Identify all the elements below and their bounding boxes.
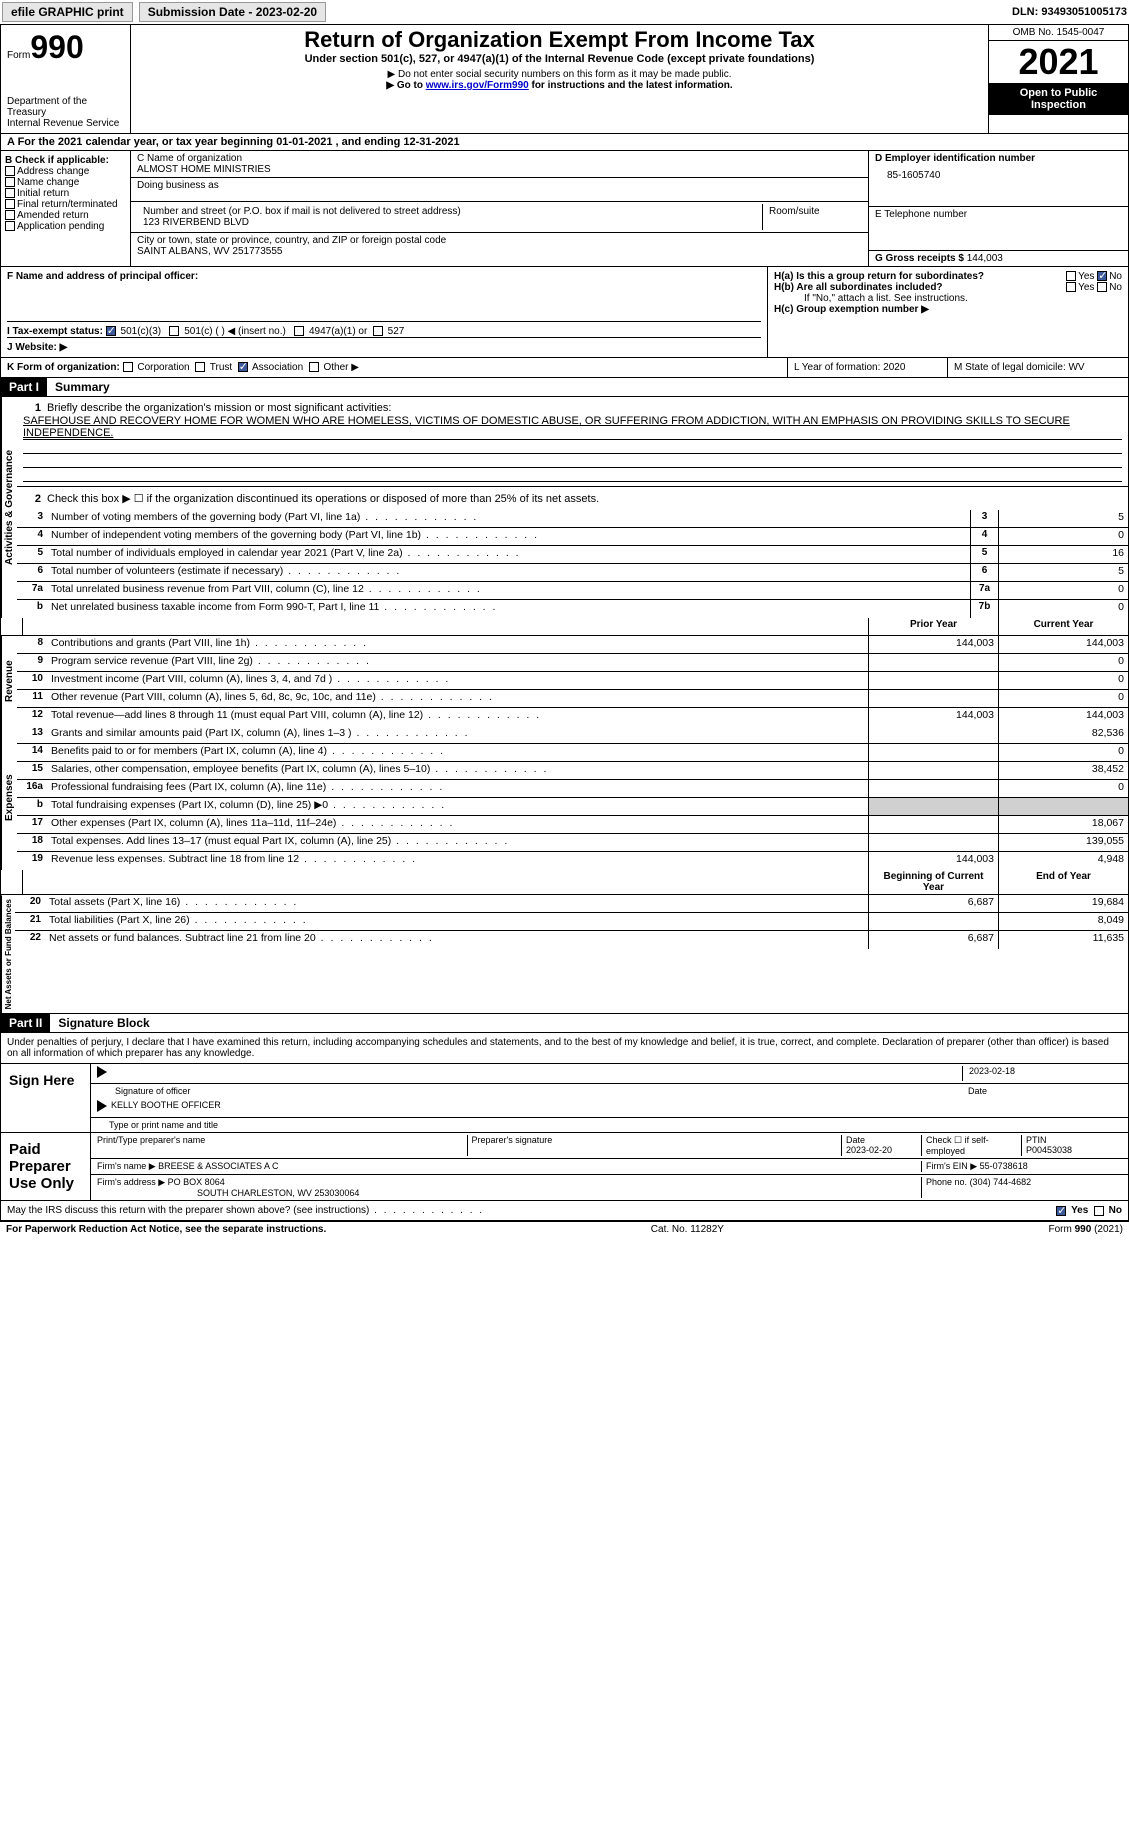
amended-return-checkbox[interactable] [5, 210, 15, 220]
expenses-tab: Expenses [1, 726, 17, 870]
summary-line: 17Other expenses (Part IX, column (A), l… [17, 816, 1128, 834]
hb-no-checkbox[interactable] [1097, 282, 1107, 292]
arrow-icon [97, 1066, 107, 1078]
summary-line: 16aProfessional fundraising fees (Part I… [17, 780, 1128, 798]
hb-yes-checkbox[interactable] [1066, 282, 1076, 292]
form-number: 990 [30, 29, 83, 65]
mission-text: SAFEHOUSE AND RECOVERY HOME FOR WOMEN WH… [23, 415, 1122, 440]
summary-line: 10Investment income (Part VIII, column (… [17, 672, 1128, 690]
assoc-checkbox[interactable] [238, 362, 248, 372]
city-state-zip: SAINT ALBANS, WV 251773555 [137, 246, 862, 257]
section-b-checkboxes: B Check if applicable: Address change Na… [1, 151, 131, 266]
part2-header: Part II Signature Block [0, 1014, 1129, 1033]
summary-line: 15Salaries, other compensation, employee… [17, 762, 1128, 780]
part1-grid: Activities & Governance 1Briefly describ… [0, 397, 1129, 1014]
sign-here-block: Sign Here 2023-02-18 Signature of office… [0, 1064, 1129, 1133]
527-checkbox[interactable] [373, 326, 383, 336]
section-a-tax-year: A For the 2021 calendar year, or tax yea… [0, 134, 1129, 151]
efile-print-button[interactable]: efile GRAPHIC print [2, 2, 133, 22]
summary-line: 13Grants and similar amounts paid (Part … [17, 726, 1128, 744]
preparer-date: 2023-02-20 [846, 1145, 921, 1155]
paid-preparer-block: Paid Preparer Use Only Print/Type prepar… [0, 1133, 1129, 1201]
ha-yes-checkbox[interactable] [1066, 271, 1076, 281]
ha-no-checkbox[interactable] [1097, 271, 1107, 281]
summary-line: 21Total liabilities (Part X, line 26)8,0… [15, 913, 1128, 931]
summary-line: 7aTotal unrelated business revenue from … [17, 582, 1128, 600]
final-return-checkbox[interactable] [5, 199, 15, 209]
summary-line: 19Revenue less expenses. Subtract line 1… [17, 852, 1128, 870]
discuss-no-checkbox[interactable] [1094, 1206, 1104, 1216]
4947a1-checkbox[interactable] [294, 326, 304, 336]
note-ssn: ▶ Do not enter social security numbers o… [135, 69, 984, 80]
discuss-row: May the IRS discuss this return with the… [0, 1201, 1129, 1221]
summary-line: bTotal fundraising expenses (Part IX, co… [17, 798, 1128, 816]
year-formation: L Year of formation: 2020 [788, 358, 948, 377]
net-assets-tab: Net Assets or Fund Balances [1, 895, 15, 1013]
street-address: 123 RIVERBEND BLVD [143, 217, 756, 228]
ein: 85-1605740 [875, 164, 1122, 187]
dept-treasury: Department of the Treasury [7, 96, 124, 118]
summary-line: 9Program service revenue (Part VIII, lin… [17, 654, 1128, 672]
dln-label: DLN: 93493051005173 [1012, 6, 1127, 18]
firm-phone: (304) 744-4682 [970, 1177, 1032, 1187]
other-checkbox[interactable] [309, 362, 319, 372]
gross-receipts: 144,003 [967, 253, 1003, 264]
form-org-row: K Form of organization: Corporation Trus… [0, 358, 1129, 378]
officer-name: KELLY BOOTHE OFFICER [111, 1100, 221, 1115]
org-name: ALMOST HOME MINISTRIES [137, 164, 862, 175]
summary-line: 4Number of independent voting members of… [17, 528, 1128, 546]
perjury-declaration: Under penalties of perjury, I declare th… [0, 1033, 1129, 1064]
501c-checkbox[interactable] [169, 326, 179, 336]
firm-address: PO BOX 8064 [168, 1177, 225, 1187]
summary-line: 14Benefits paid to or for members (Part … [17, 744, 1128, 762]
summary-line: 11Other revenue (Part VIII, column (A), … [17, 690, 1128, 708]
officer-sig-date: 2023-02-18 [962, 1066, 1122, 1081]
initial-return-checkbox[interactable] [5, 188, 15, 198]
summary-line: 12Total revenue—add lines 8 through 11 (… [17, 708, 1128, 726]
form-title: Return of Organization Exempt From Incom… [135, 27, 984, 53]
summary-line: 20Total assets (Part X, line 16)6,68719,… [15, 895, 1128, 913]
ptin: P00453038 [1026, 1145, 1122, 1155]
submission-date-button[interactable]: Submission Date - 2023-02-20 [139, 2, 326, 22]
form-header: Form990 Department of the Treasury Inter… [0, 24, 1129, 134]
firm-name: BREESE & ASSOCIATES A C [158, 1161, 278, 1171]
state-domicile: M State of legal domicile: WV [948, 358, 1128, 377]
revenue-tab: Revenue [1, 636, 17, 726]
summary-line: 5Total number of individuals employed in… [17, 546, 1128, 564]
open-to-public: Open to Public Inspection [989, 83, 1128, 115]
summary-line: 3Number of voting members of the governi… [17, 510, 1128, 528]
501c3-checkbox[interactable] [106, 326, 116, 336]
corp-checkbox[interactable] [123, 362, 133, 372]
summary-line: 8Contributions and grants (Part VIII, li… [17, 636, 1128, 654]
irs-form990-link[interactable]: www.irs.gov/Form990 [426, 80, 529, 91]
topbar: efile GRAPHIC print Submission Date - 20… [0, 0, 1129, 24]
summary-line: 18Total expenses. Add lines 13–17 (must … [17, 834, 1128, 852]
summary-line: bNet unrelated business taxable income f… [17, 600, 1128, 618]
application-pending-checkbox[interactable] [5, 221, 15, 231]
arrow-icon [97, 1100, 107, 1112]
omb-number: OMB No. 1545-0047 [989, 25, 1128, 41]
identity-block: B Check if applicable: Address change Na… [0, 151, 1129, 267]
name-change-checkbox[interactable] [5, 177, 15, 187]
address-change-checkbox[interactable] [5, 166, 15, 176]
form-word: Form [7, 50, 30, 61]
trust-checkbox[interactable] [195, 362, 205, 372]
part1-header: Part I Summary [0, 378, 1129, 397]
firm-ein: 55-0738618 [980, 1161, 1028, 1171]
summary-line: 6Total number of volunteers (estimate if… [17, 564, 1128, 582]
form-subtitle: Under section 501(c), 527, or 4947(a)(1)… [135, 53, 984, 65]
page-footer: For Paperwork Reduction Act Notice, see … [0, 1221, 1129, 1237]
activities-governance-tab: Activities & Governance [1, 397, 17, 618]
tax-year: 2021 [989, 41, 1128, 83]
discuss-yes-checkbox[interactable] [1056, 1206, 1066, 1216]
officer-exempt-block: F Name and address of principal officer:… [0, 267, 1129, 358]
summary-line: 22Net assets or fund balances. Subtract … [15, 931, 1128, 949]
irs-label: Internal Revenue Service [7, 118, 124, 129]
website-label: J Website: ▶ [7, 342, 67, 353]
